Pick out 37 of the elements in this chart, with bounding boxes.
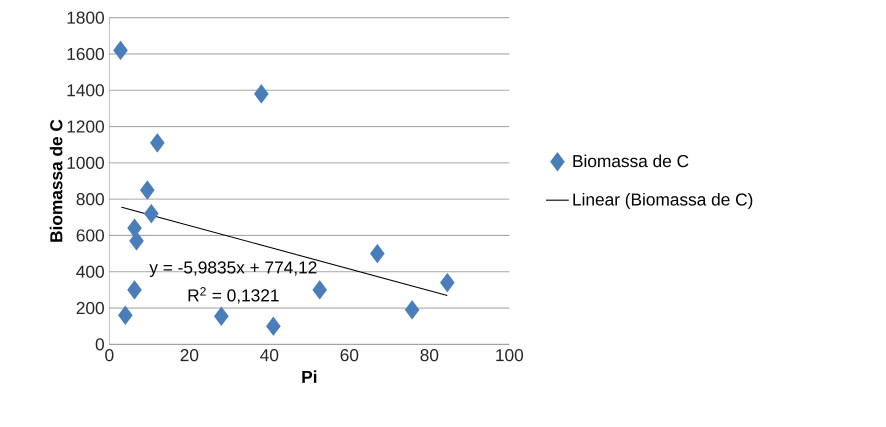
point xyxy=(214,306,229,326)
point xyxy=(440,273,455,292)
x-tick-label: 20 xyxy=(180,349,198,362)
point xyxy=(113,40,128,60)
annotation: y = -5,9835x + 774,12 xyxy=(149,261,316,278)
y-tick-label: 400 xyxy=(76,266,104,278)
y-tick-label: 600 xyxy=(76,229,104,242)
y-tick-label: 1400 xyxy=(68,84,104,96)
y-tick-label: 1600 xyxy=(68,48,104,60)
point xyxy=(312,280,327,300)
point xyxy=(144,204,159,224)
point xyxy=(266,316,281,336)
point xyxy=(150,133,165,152)
y-tick-label: 1000 xyxy=(68,156,104,169)
y-axis-title: Biomassa de C xyxy=(50,120,62,242)
point xyxy=(118,306,133,325)
x-tick-label: 80 xyxy=(420,349,438,362)
y-tick-label: 1200 xyxy=(68,120,104,133)
point xyxy=(254,84,269,104)
x-tick-label: 0 xyxy=(105,349,114,362)
y-tick-label: 0 xyxy=(96,338,104,350)
y-tick-label: 800 xyxy=(76,193,104,206)
annotation: R$^{2}$ = 0,1321 xyxy=(188,287,279,304)
y-tick-label: 200 xyxy=(76,302,104,314)
point xyxy=(127,280,142,300)
x-axis-title: Pi xyxy=(302,370,316,383)
x-tick-label: 60 xyxy=(340,349,358,362)
point xyxy=(370,244,385,264)
point xyxy=(129,231,144,250)
point xyxy=(404,300,420,320)
x-tick-label: 40 xyxy=(260,349,278,362)
y-tick-label: 1800 xyxy=(68,12,104,24)
point xyxy=(127,218,142,238)
legend-label: Linear (Biomassa de C) xyxy=(573,192,752,210)
point xyxy=(140,180,155,200)
legend-label: Biomassa de C xyxy=(573,154,688,168)
x-tick-label: 100 xyxy=(496,349,524,362)
